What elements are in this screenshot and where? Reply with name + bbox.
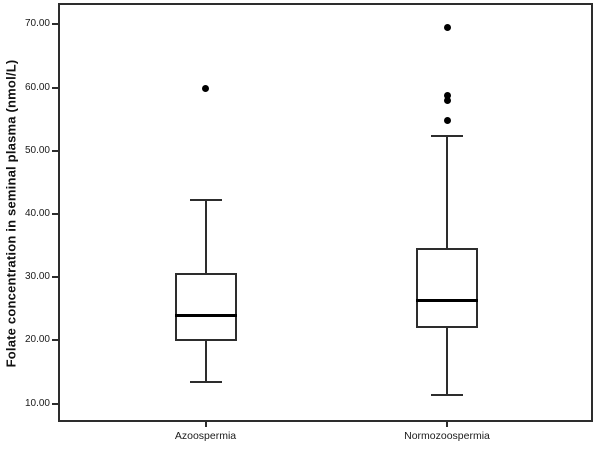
outlier-dot	[443, 97, 451, 105]
iqr-box	[174, 272, 237, 342]
y-tick-mark	[52, 276, 58, 279]
outlier-dot	[443, 117, 451, 125]
y-tick-mark	[52, 149, 58, 152]
x-category-label: Normozoospermia	[404, 430, 490, 442]
whisker-cap-top	[189, 199, 222, 202]
y-tick-mark	[52, 86, 58, 89]
y-tick-mark	[52, 402, 58, 405]
y-tick-label: 40.00	[24, 208, 50, 220]
plot-area-frame	[58, 3, 593, 422]
outlier-dot	[443, 23, 451, 31]
x-category-label: Azoospermia	[174, 430, 237, 442]
y-tick-mark	[52, 339, 58, 342]
median-line	[174, 313, 237, 317]
x-tick-mark	[446, 422, 448, 427]
x-tick-mark	[204, 422, 207, 427]
y-tick-label: 30.00	[24, 271, 50, 283]
outlier-dot	[202, 84, 209, 92]
y-tick-mark	[52, 213, 58, 216]
y-tick-label: 50.00	[24, 144, 50, 156]
y-tick-label: 70.00	[24, 18, 50, 30]
y-tick-label: 60.00	[24, 81, 50, 93]
median-line	[416, 298, 478, 302]
y-tick-label: 10.00	[24, 397, 50, 409]
y-tick-mark	[52, 23, 58, 26]
outlier-dot	[443, 92, 451, 100]
y-tick-label: 20.00	[24, 334, 50, 346]
whisker-cap-bottom	[189, 381, 222, 384]
whisker-cap-bottom	[431, 393, 463, 396]
whisker-cap-top	[431, 134, 463, 137]
iqr-box	[416, 247, 478, 329]
